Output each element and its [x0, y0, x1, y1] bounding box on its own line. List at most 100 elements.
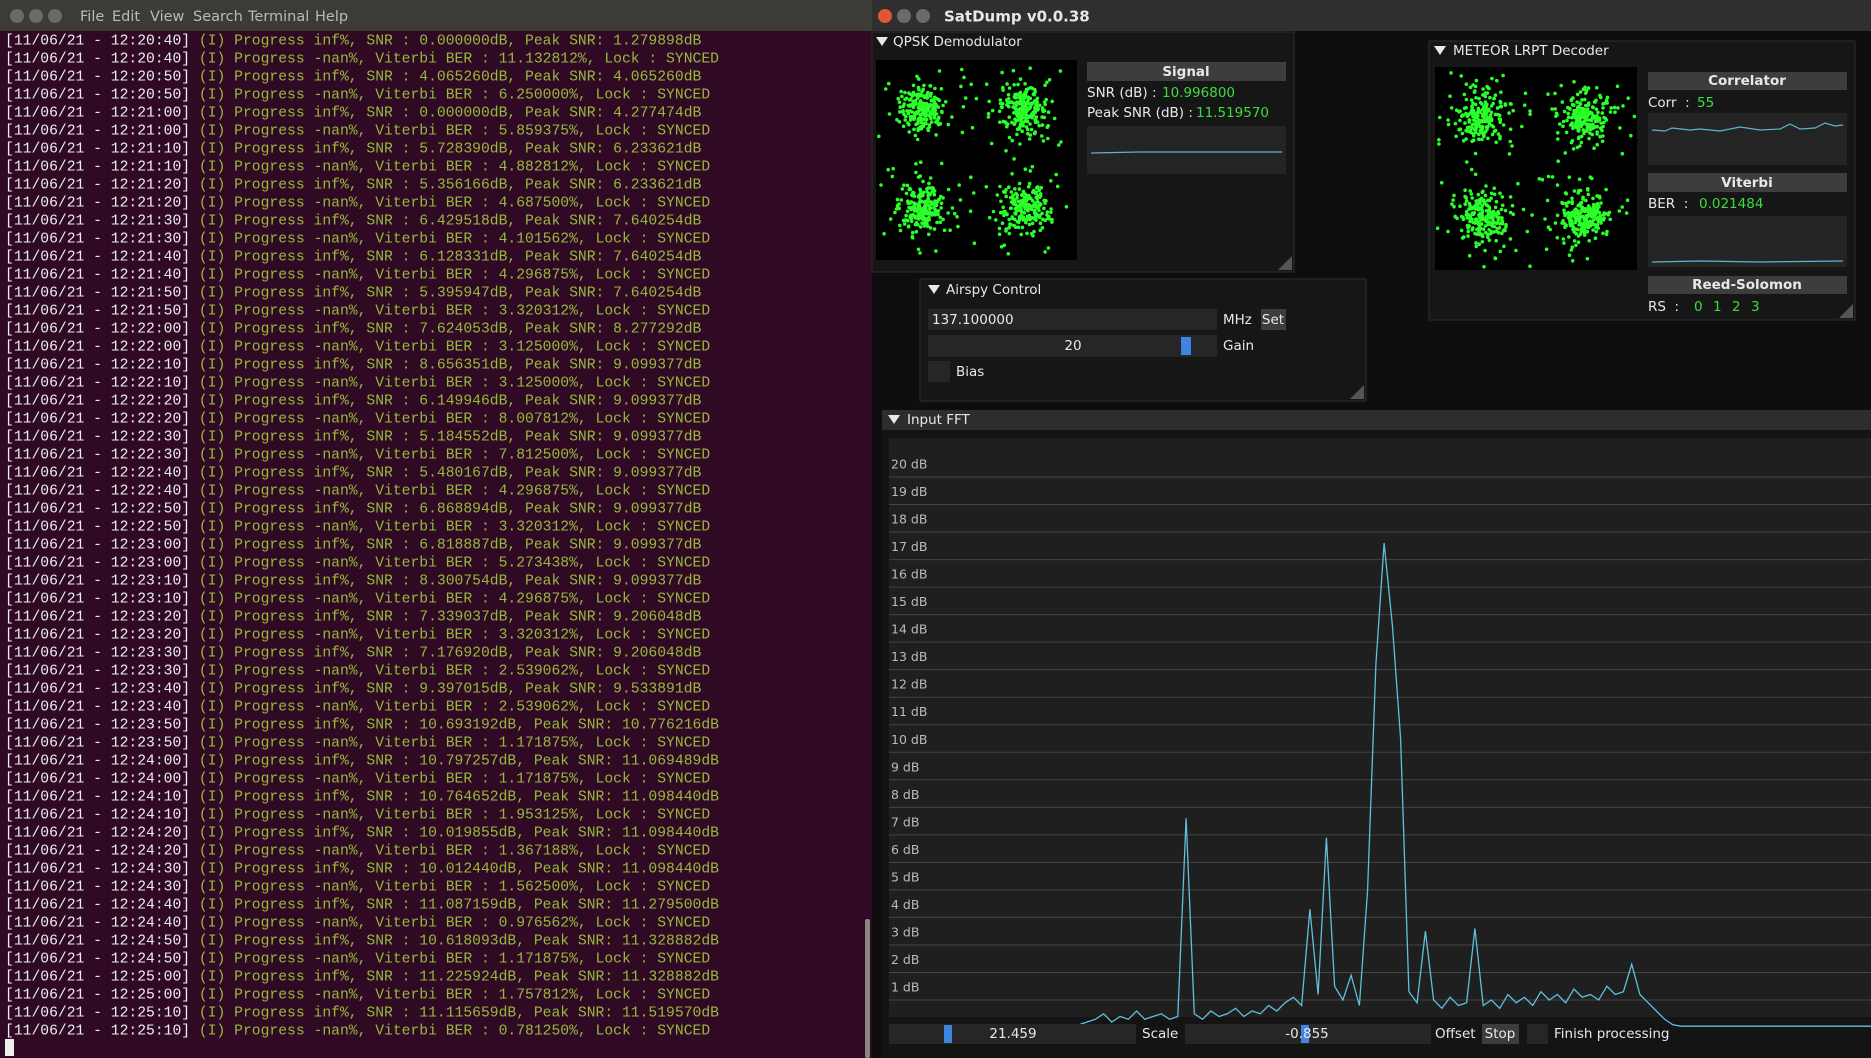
constellation-dot	[1498, 117, 1503, 122]
constellation-dot	[904, 114, 908, 119]
set-button[interactable]	[1261, 309, 1286, 330]
constellation-dot	[1449, 71, 1453, 75]
slider-grab[interactable]	[1301, 1025, 1309, 1043]
constellation-dot	[1563, 151, 1568, 155]
constellation-dot	[1059, 140, 1063, 144]
bias-checkbox[interactable]	[928, 361, 950, 382]
constellation-dot	[898, 223, 902, 228]
constellation-dot	[1046, 110, 1051, 114]
constellation-dot	[938, 215, 942, 220]
constellation-dot	[1484, 208, 1489, 213]
constellation-dot	[994, 218, 998, 222]
log-message: (I) Progress -nan%, Viterbi BER : 2.5390…	[199, 663, 710, 679]
close-button[interactable]	[10, 9, 24, 23]
scrollbar[interactable]	[865, 919, 870, 1058]
constellation-dot	[1040, 123, 1045, 127]
log-line: [11/06/21 - 12:21:00] (I) Progress inf%,…	[5, 105, 702, 121]
constellation-dot	[1483, 248, 1487, 253]
y-tick-label: 4 dB	[891, 897, 919, 912]
constellation-dot	[1016, 199, 1021, 204]
constellation-dot	[1475, 219, 1479, 224]
constellation-dot	[948, 228, 952, 232]
menu-item[interactable]: Terminal	[247, 9, 309, 25]
constellation-dot	[916, 105, 921, 110]
constellation-dot	[1591, 122, 1595, 127]
resize-grip[interactable]	[1839, 304, 1853, 318]
slider-grab[interactable]	[1181, 337, 1191, 355]
constellation-dot	[916, 127, 920, 131]
log-time: [11/06/21 - 12:24:30]	[5, 861, 190, 877]
constellation-dot	[919, 112, 924, 117]
constellation-dot	[1563, 201, 1568, 206]
constellation-dot	[1613, 110, 1617, 114]
constellation-dot	[1545, 198, 1550, 203]
constellation-dot	[1589, 215, 1594, 219]
constellation-dot	[1019, 232, 1023, 237]
log-message: (I) Progress inf%, SNR : 11.225924dB, Pe…	[199, 969, 719, 985]
log-time: [11/06/21 - 12:24:20]	[5, 825, 190, 841]
constellation-dot	[1024, 109, 1028, 114]
constellation-dot	[1446, 118, 1450, 122]
constellation-dot	[1570, 200, 1574, 204]
minimize-button[interactable]	[897, 9, 911, 23]
constellation-dot	[887, 112, 892, 116]
constellation-dot	[914, 215, 918, 219]
menu-item[interactable]: Edit	[112, 9, 140, 25]
log-time: [11/06/21 - 12:24:40]	[5, 915, 190, 931]
constellation-dot	[957, 183, 961, 187]
constellation-dot	[923, 206, 928, 210]
stop-button[interactable]	[1482, 1024, 1519, 1044]
constellation-dot	[915, 74, 919, 79]
close-button[interactable]	[878, 9, 892, 23]
constellation-dot	[1471, 113, 1475, 117]
constellation-dot	[1594, 225, 1598, 230]
menu-item[interactable]: View	[150, 9, 185, 25]
constellation-dot	[1471, 83, 1475, 87]
collapse-arrow[interactable]	[1434, 46, 1446, 55]
resize-grip[interactable]	[1278, 256, 1292, 270]
bias-label: Bias	[956, 364, 984, 380]
menu-item[interactable]: Search	[193, 9, 243, 25]
constellation-dot	[1054, 172, 1058, 177]
maximize-button[interactable]	[48, 9, 62, 23]
constellation-dot	[1028, 85, 1033, 90]
constellation-dot	[927, 181, 931, 186]
collapse-arrow[interactable]	[888, 415, 900, 424]
minimize-button[interactable]	[29, 9, 43, 23]
constellation-dot	[1007, 86, 1012, 90]
constellation-dot	[1590, 222, 1594, 227]
log-time: [11/06/21 - 12:22:00]	[5, 339, 190, 355]
constellation-dot	[924, 121, 928, 126]
constellation-dot	[1042, 206, 1046, 211]
finish-checkbox[interactable]	[1527, 1024, 1548, 1044]
constellation-dot	[987, 99, 991, 104]
constellation-dot	[1500, 219, 1504, 223]
constellation-dot	[1602, 115, 1606, 120]
label: Corr :	[1648, 95, 1690, 111]
maximize-button[interactable]	[916, 9, 930, 23]
constellation-dot	[1485, 91, 1490, 95]
collapse-arrow[interactable]	[928, 285, 940, 294]
constellation-dot	[1023, 101, 1028, 105]
gain-slider[interactable]	[928, 335, 1217, 357]
menu-item[interactable]: File	[80, 9, 104, 25]
constellation-dot	[939, 87, 944, 91]
collapse-arrow[interactable]	[876, 37, 888, 46]
menu-item[interactable]: Help	[315, 9, 348, 25]
constellation-dot	[1496, 230, 1501, 235]
constellation-dot	[1514, 248, 1518, 253]
constellation-dot	[1591, 126, 1596, 130]
log-line: [11/06/21 - 12:24:40] (I) Progress -nan%…	[5, 915, 710, 931]
frequency-input[interactable]	[928, 309, 1217, 330]
constellation-dot	[930, 211, 935, 216]
resize-grip[interactable]	[1350, 385, 1364, 399]
constellation-dot	[1572, 108, 1576, 113]
slider-grab[interactable]	[944, 1025, 952, 1043]
y-tick-label: 16 dB	[891, 567, 927, 582]
constellation-dot	[989, 141, 994, 146]
constellation-dot	[1575, 100, 1579, 104]
constellation-dot	[927, 232, 931, 237]
constellation-dot	[1577, 135, 1581, 139]
constellation-dot	[1632, 114, 1637, 119]
constellation-dot	[1578, 90, 1583, 94]
